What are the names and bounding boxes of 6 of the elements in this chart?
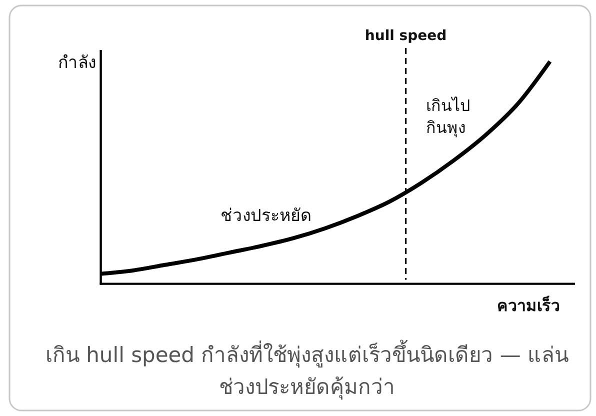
text: hull speed (364, 28, 447, 44)
y-axis-title: กำลัง (58, 53, 96, 73)
annotation: เกินไป กินพุง (426, 96, 470, 138)
x-axis-title: ความเร็ว (497, 294, 560, 315)
annotation: ช่วงประหยัด (220, 206, 312, 226)
text: เกิน hull speed กำลังที่ใช้พุ่งสูงแต่เร็วขึ้นนิดเดียว — แล่นช่วงประหยัดคุ้มกว่า (44, 339, 570, 402)
